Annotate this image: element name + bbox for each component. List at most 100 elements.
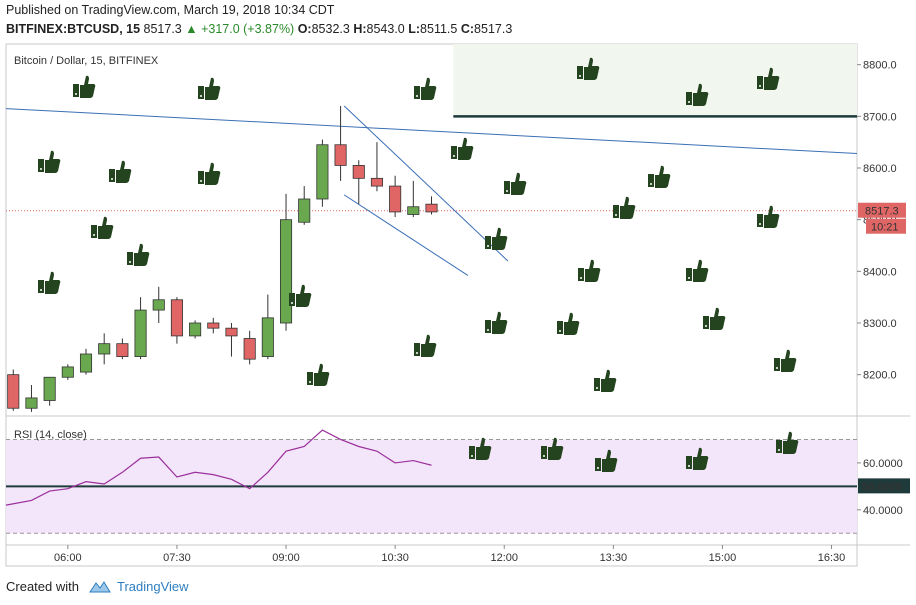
thumbs-up-icon [485, 311, 508, 334]
high-label: H: [353, 22, 367, 36]
thumbs-up-icon [578, 259, 601, 282]
thumbs-up-icon [289, 284, 312, 307]
candle-body [316, 144, 329, 200]
price-tick-label: 8300.0 [863, 318, 897, 330]
symbol-label: BITFINEX:BTCUSD, 15 [6, 22, 141, 36]
close-label: C: [460, 22, 475, 36]
time-tick-label: 07:30 [163, 552, 191, 564]
time-tick-label: 16:30 [818, 552, 846, 564]
trendline-descending-resistance [5, 108, 858, 155]
candle-body [189, 322, 202, 337]
thumbs-up-icon [686, 259, 709, 282]
thumbs-up-icon [504, 172, 527, 195]
thumbs-up-icon [109, 160, 132, 183]
thumbs-up-icon [38, 271, 61, 294]
thumbs-up-icon [613, 196, 636, 219]
candle-body [298, 198, 311, 223]
thumbs-up-icon [451, 137, 474, 160]
candle-body [61, 366, 74, 378]
candle-body [7, 374, 20, 409]
thumbs-up-icon [485, 227, 508, 250]
thumbs-up-icon [595, 449, 618, 472]
last-price-label: 8517.3 [865, 206, 899, 218]
tradingview-link[interactable]: TradingView [116, 579, 189, 594]
created-with-label: Created with [6, 579, 79, 594]
thumbs-up-icon [469, 437, 492, 460]
trendline-flag-lower [343, 194, 469, 276]
thumbs-up-icon [774, 349, 797, 372]
candle-body [425, 203, 438, 213]
candle-body [261, 317, 274, 357]
candle-body [134, 309, 147, 357]
thumbs-up-icon [757, 205, 780, 228]
candle-body [116, 343, 129, 357]
rsi-tick-label: 60.0000 [863, 458, 903, 470]
countdown-label: 10:21 [871, 222, 899, 234]
thumbs-up-icon [686, 447, 709, 470]
rsi-line [5, 429, 432, 506]
low-value: 8511.5 [420, 22, 458, 36]
thumbs-up-icon [557, 312, 580, 335]
candle-body [170, 299, 183, 337]
thumbs-up-icon [686, 83, 709, 106]
published-line: Published on TradingView.com, March 19, … [6, 3, 335, 17]
thumbs-up-icon [198, 162, 221, 185]
candle-body [225, 327, 238, 337]
candle-body [279, 219, 293, 324]
thumbs-up-icon [91, 216, 114, 239]
time-tick-label: 09:00 [272, 552, 300, 564]
candle-body [243, 338, 256, 360]
symbol-line: BITFINEX:BTCUSD, 15 8517.3 ▲ +317.0 (+3.… [6, 22, 512, 36]
close-value: 8517.3 [474, 22, 513, 36]
time-tick-label: 13:30 [600, 552, 628, 564]
thumbs-up-icon [73, 75, 96, 98]
candle-body [207, 322, 220, 329]
candle-body [389, 185, 402, 213]
thumbs-up-icon [776, 431, 799, 454]
thumbs-up-icon [414, 77, 437, 100]
time-tick-label: 06:00 [54, 552, 82, 564]
price-tick-label: 8700.0 [863, 111, 897, 123]
thumbs-up-icon [541, 437, 564, 460]
thumbs-up-icon [577, 57, 600, 80]
time-tick-label: 15:00 [709, 552, 737, 564]
candle-body [98, 343, 111, 355]
thumbs-up-icon [414, 334, 437, 357]
time-tick-label: 12:00 [490, 552, 518, 564]
candle-body [152, 299, 165, 311]
candle-body [407, 206, 420, 215]
last-price: 8517.3 [143, 22, 182, 36]
price-tick-label: 8400.0 [863, 266, 897, 278]
rsi-tick-label: 40.0000 [863, 505, 903, 517]
thumbs-up-icon [757, 67, 780, 90]
trendline-flag-upper [343, 105, 509, 262]
candle-body [25, 397, 38, 409]
thumbs-up-icon [307, 363, 330, 386]
price-tick-label: 8200.0 [863, 370, 897, 382]
footer: Created with TradingView [6, 579, 189, 594]
rsi-midline-label: 50.0000 [862, 481, 902, 493]
countdown-badge [866, 218, 906, 234]
price-change: ▲ +317.0 (+3.87%) [185, 22, 295, 36]
thumbs-up-icon [38, 150, 61, 173]
thumbs-up-icon [648, 165, 671, 188]
rsi-midline-badge [858, 478, 910, 494]
low-label: L: [408, 22, 421, 36]
price-tick-label: 8800.0 [863, 60, 897, 72]
high-value: 8543.0 [366, 22, 405, 36]
open-value: 8532.3 [311, 22, 350, 36]
rsi-title: RSI (14, close) [14, 429, 87, 441]
candle-body [43, 376, 56, 401]
thumbs-up-icon [127, 243, 150, 266]
thumbs-up-icon [703, 307, 726, 330]
tradingview-logo-icon [89, 580, 111, 592]
thumbs-up-icon [198, 77, 221, 100]
candle-body [370, 177, 383, 187]
resistance-zone [453, 44, 857, 117]
time-tick-label: 10:30 [381, 552, 409, 564]
thumbs-up-icon [594, 369, 617, 392]
candle-body [79, 353, 93, 373]
candle-body [352, 165, 365, 179]
open-label: O: [297, 22, 312, 36]
